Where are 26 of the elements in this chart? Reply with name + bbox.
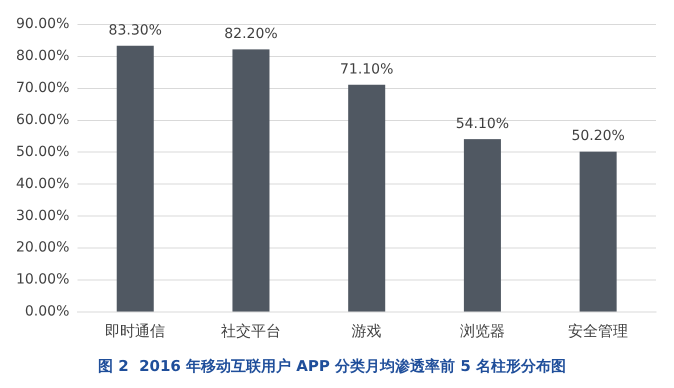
- text: 图 2 2016 年移动互联用户 APP 分类月均渗透率前 5 名柱形分布图: [98, 356, 566, 375]
- x-tick-label: 社交平台: [220, 322, 281, 340]
- bar: [116, 46, 154, 312]
- y-tick-label: 20.00%: [16, 240, 70, 256]
- x-tick-label: 游戏: [352, 322, 382, 340]
- bar: [580, 152, 617, 312]
- data-label: 82.20%: [224, 26, 278, 42]
- y-tick-label: 0.00%: [24, 304, 70, 320]
- bar: [348, 84, 386, 312]
- data-label: 83.30%: [108, 22, 162, 38]
- y-tick-label: 70.00%: [16, 80, 70, 96]
- x-tick-label: 浏览器: [460, 322, 505, 340]
- y-tick-label: 80.00%: [16, 48, 70, 64]
- data-label: 71.10%: [340, 61, 394, 78]
- x-tick-label: 即时通信: [105, 322, 166, 340]
- y-tick-label: 30.00%: [16, 208, 70, 224]
- bar: [464, 139, 501, 312]
- y-tick-label: 50.00%: [16, 144, 70, 160]
- data-label: 54.10%: [456, 116, 510, 132]
- y-tick-label: 40.00%: [16, 176, 70, 192]
- data-label: 50.20%: [571, 128, 625, 144]
- y-tick-label: 90.00%: [16, 16, 70, 32]
- y-tick-label: 10.00%: [16, 272, 70, 288]
- bar: [232, 49, 270, 312]
- y-tick-label: 60.00%: [16, 112, 70, 128]
- x-tick-label: 安全管理: [568, 322, 628, 340]
